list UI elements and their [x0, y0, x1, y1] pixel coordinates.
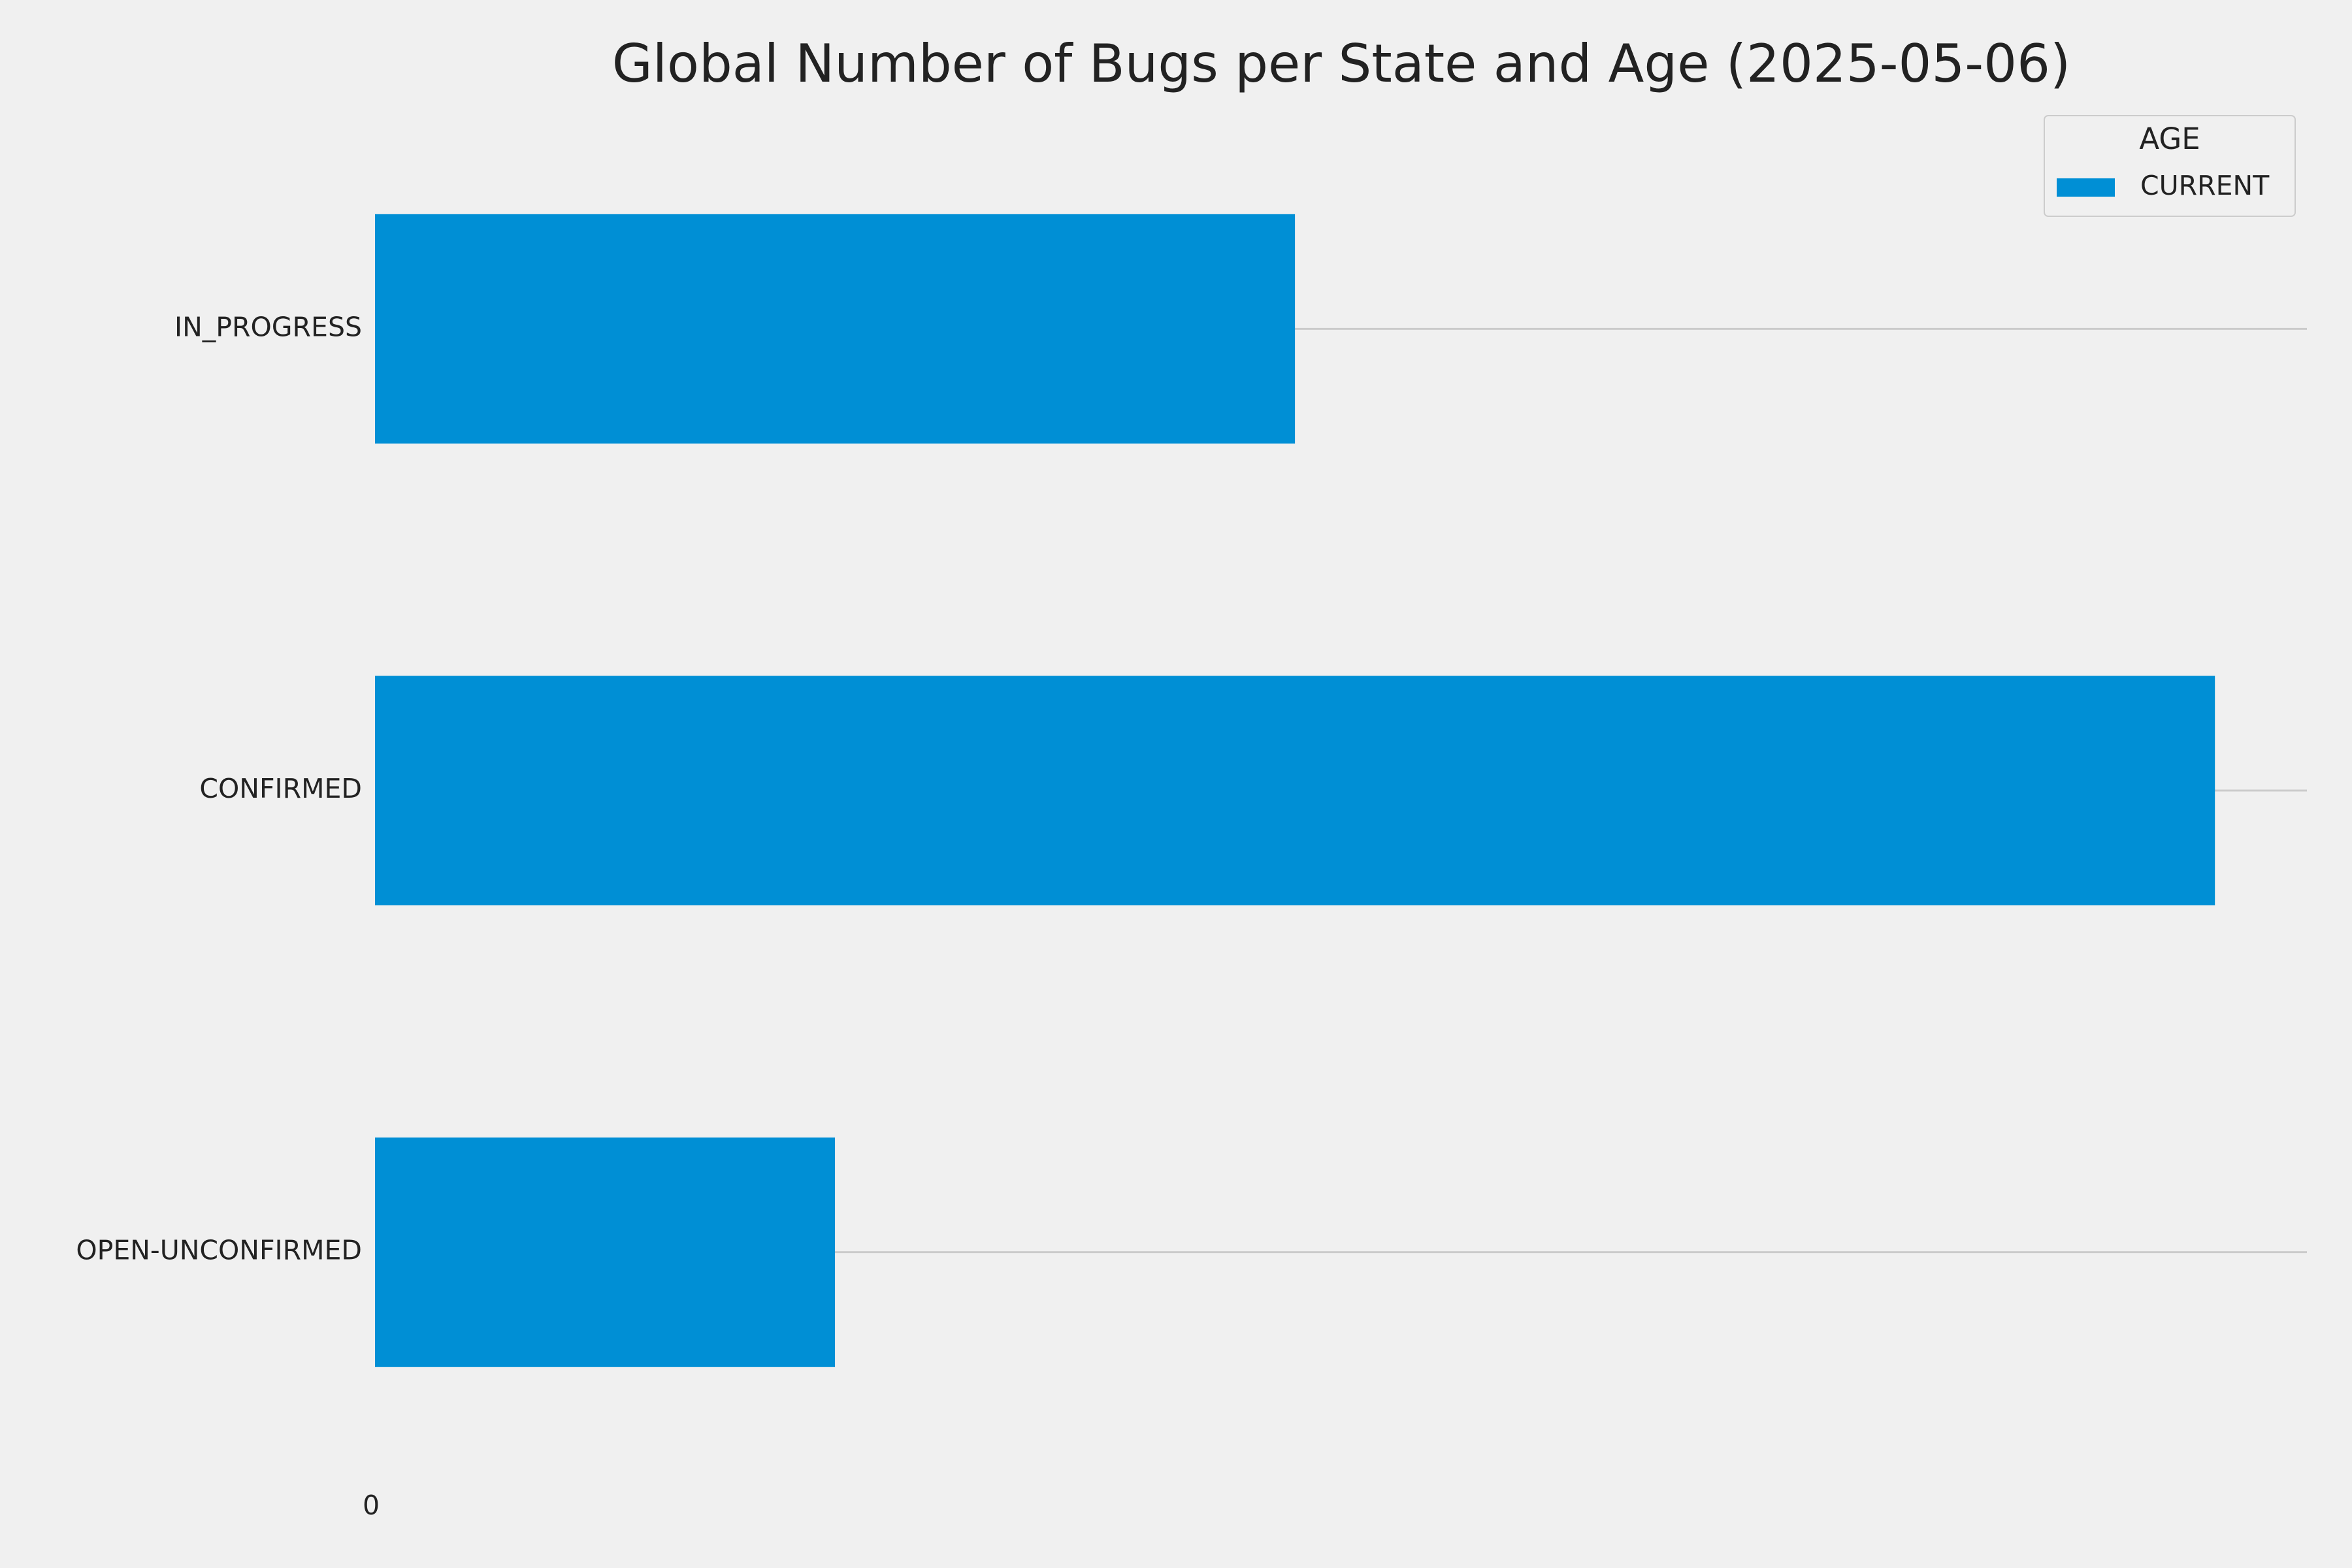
- legend-title: AGE: [2139, 122, 2200, 156]
- bar: [375, 676, 2215, 906]
- x-tick-label: 0: [363, 1490, 380, 1521]
- bar: [375, 1137, 836, 1367]
- y-tick-label: IN_PROGRESS: [174, 311, 362, 342]
- y-tick-label: CONFIRMED: [199, 773, 362, 804]
- y-tick-label: OPEN-UNCONFIRMED: [76, 1235, 362, 1266]
- bar: [375, 214, 1296, 444]
- legend-swatch: [2057, 178, 2115, 197]
- legend-label: CURRENT: [2140, 170, 2270, 201]
- chart-title: Global Number of Bugs per State and Age …: [612, 33, 2070, 94]
